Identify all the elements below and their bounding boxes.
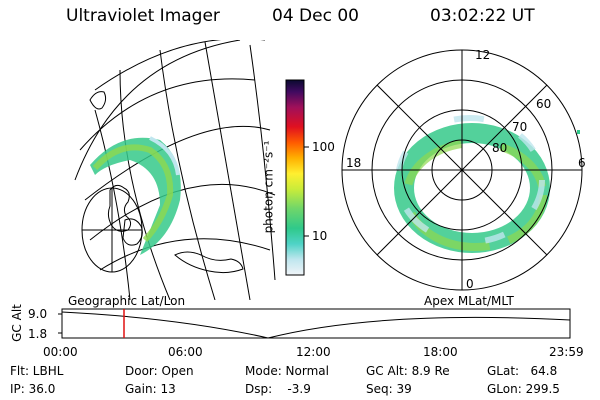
door-info: Door: Open xyxy=(125,364,194,378)
observation-time: 03:02:22 UT xyxy=(430,6,535,26)
mlat-label-70: 70 xyxy=(512,120,528,134)
colorbar-unit-label: photon cm⁻²s⁻¹ xyxy=(261,140,276,234)
filter-info: Flt: LBHL xyxy=(10,364,64,378)
dsp-info: Dsp: -3.9 xyxy=(245,382,311,396)
mode-info: Mode: Normal xyxy=(245,364,329,378)
orbit-xtick-3: 18:00 xyxy=(423,345,458,359)
colorbar xyxy=(285,79,305,276)
ip-info: IP: 36.0 xyxy=(10,382,56,396)
orbit-xtick-4: 23:59 xyxy=(549,345,584,359)
orbit-xtick-0: 00:00 xyxy=(43,345,78,359)
orbit-xtick-1: 06:00 xyxy=(168,345,203,359)
colorbar-tick-10: 10 xyxy=(312,229,328,243)
orbit-ytick-low: 1.8 xyxy=(28,327,48,341)
gain-info: Gain: 13 xyxy=(125,382,176,396)
orbit-plot xyxy=(58,308,571,339)
mlt-label-right: 6 xyxy=(578,156,586,170)
left-panel-caption: Geographic Lat/Lon xyxy=(68,294,186,308)
instrument-title: Ultraviolet Imager xyxy=(66,6,220,26)
mlt-label-top: 12 xyxy=(475,48,491,62)
glat-info: GLat: 64.8 xyxy=(487,364,558,378)
observation-date: 04 Dec 00 xyxy=(272,6,359,26)
mlat-label-80: 80 xyxy=(492,141,508,155)
colorbar-tick-100: 100 xyxy=(312,140,335,154)
seq-info: Seq: 39 xyxy=(366,382,412,396)
orbit-ytick-high: 9.0 xyxy=(28,307,48,321)
mlt-label-bottom: 0 xyxy=(466,277,474,291)
gc-alt-info: GC Alt: 8.9 Re xyxy=(366,364,450,378)
geographic-map xyxy=(74,40,276,300)
glon-info: GLon: 299.5 xyxy=(487,382,560,396)
right-panel-caption: Apex MLat/MLT xyxy=(424,294,514,308)
orbit-axis-label: GC Alt xyxy=(9,304,24,342)
mlat-label-60: 60 xyxy=(536,97,552,111)
orbit-xtick-2: 12:00 xyxy=(296,345,331,359)
polar-plot xyxy=(341,49,583,291)
mlt-label-left: 18 xyxy=(346,156,362,170)
